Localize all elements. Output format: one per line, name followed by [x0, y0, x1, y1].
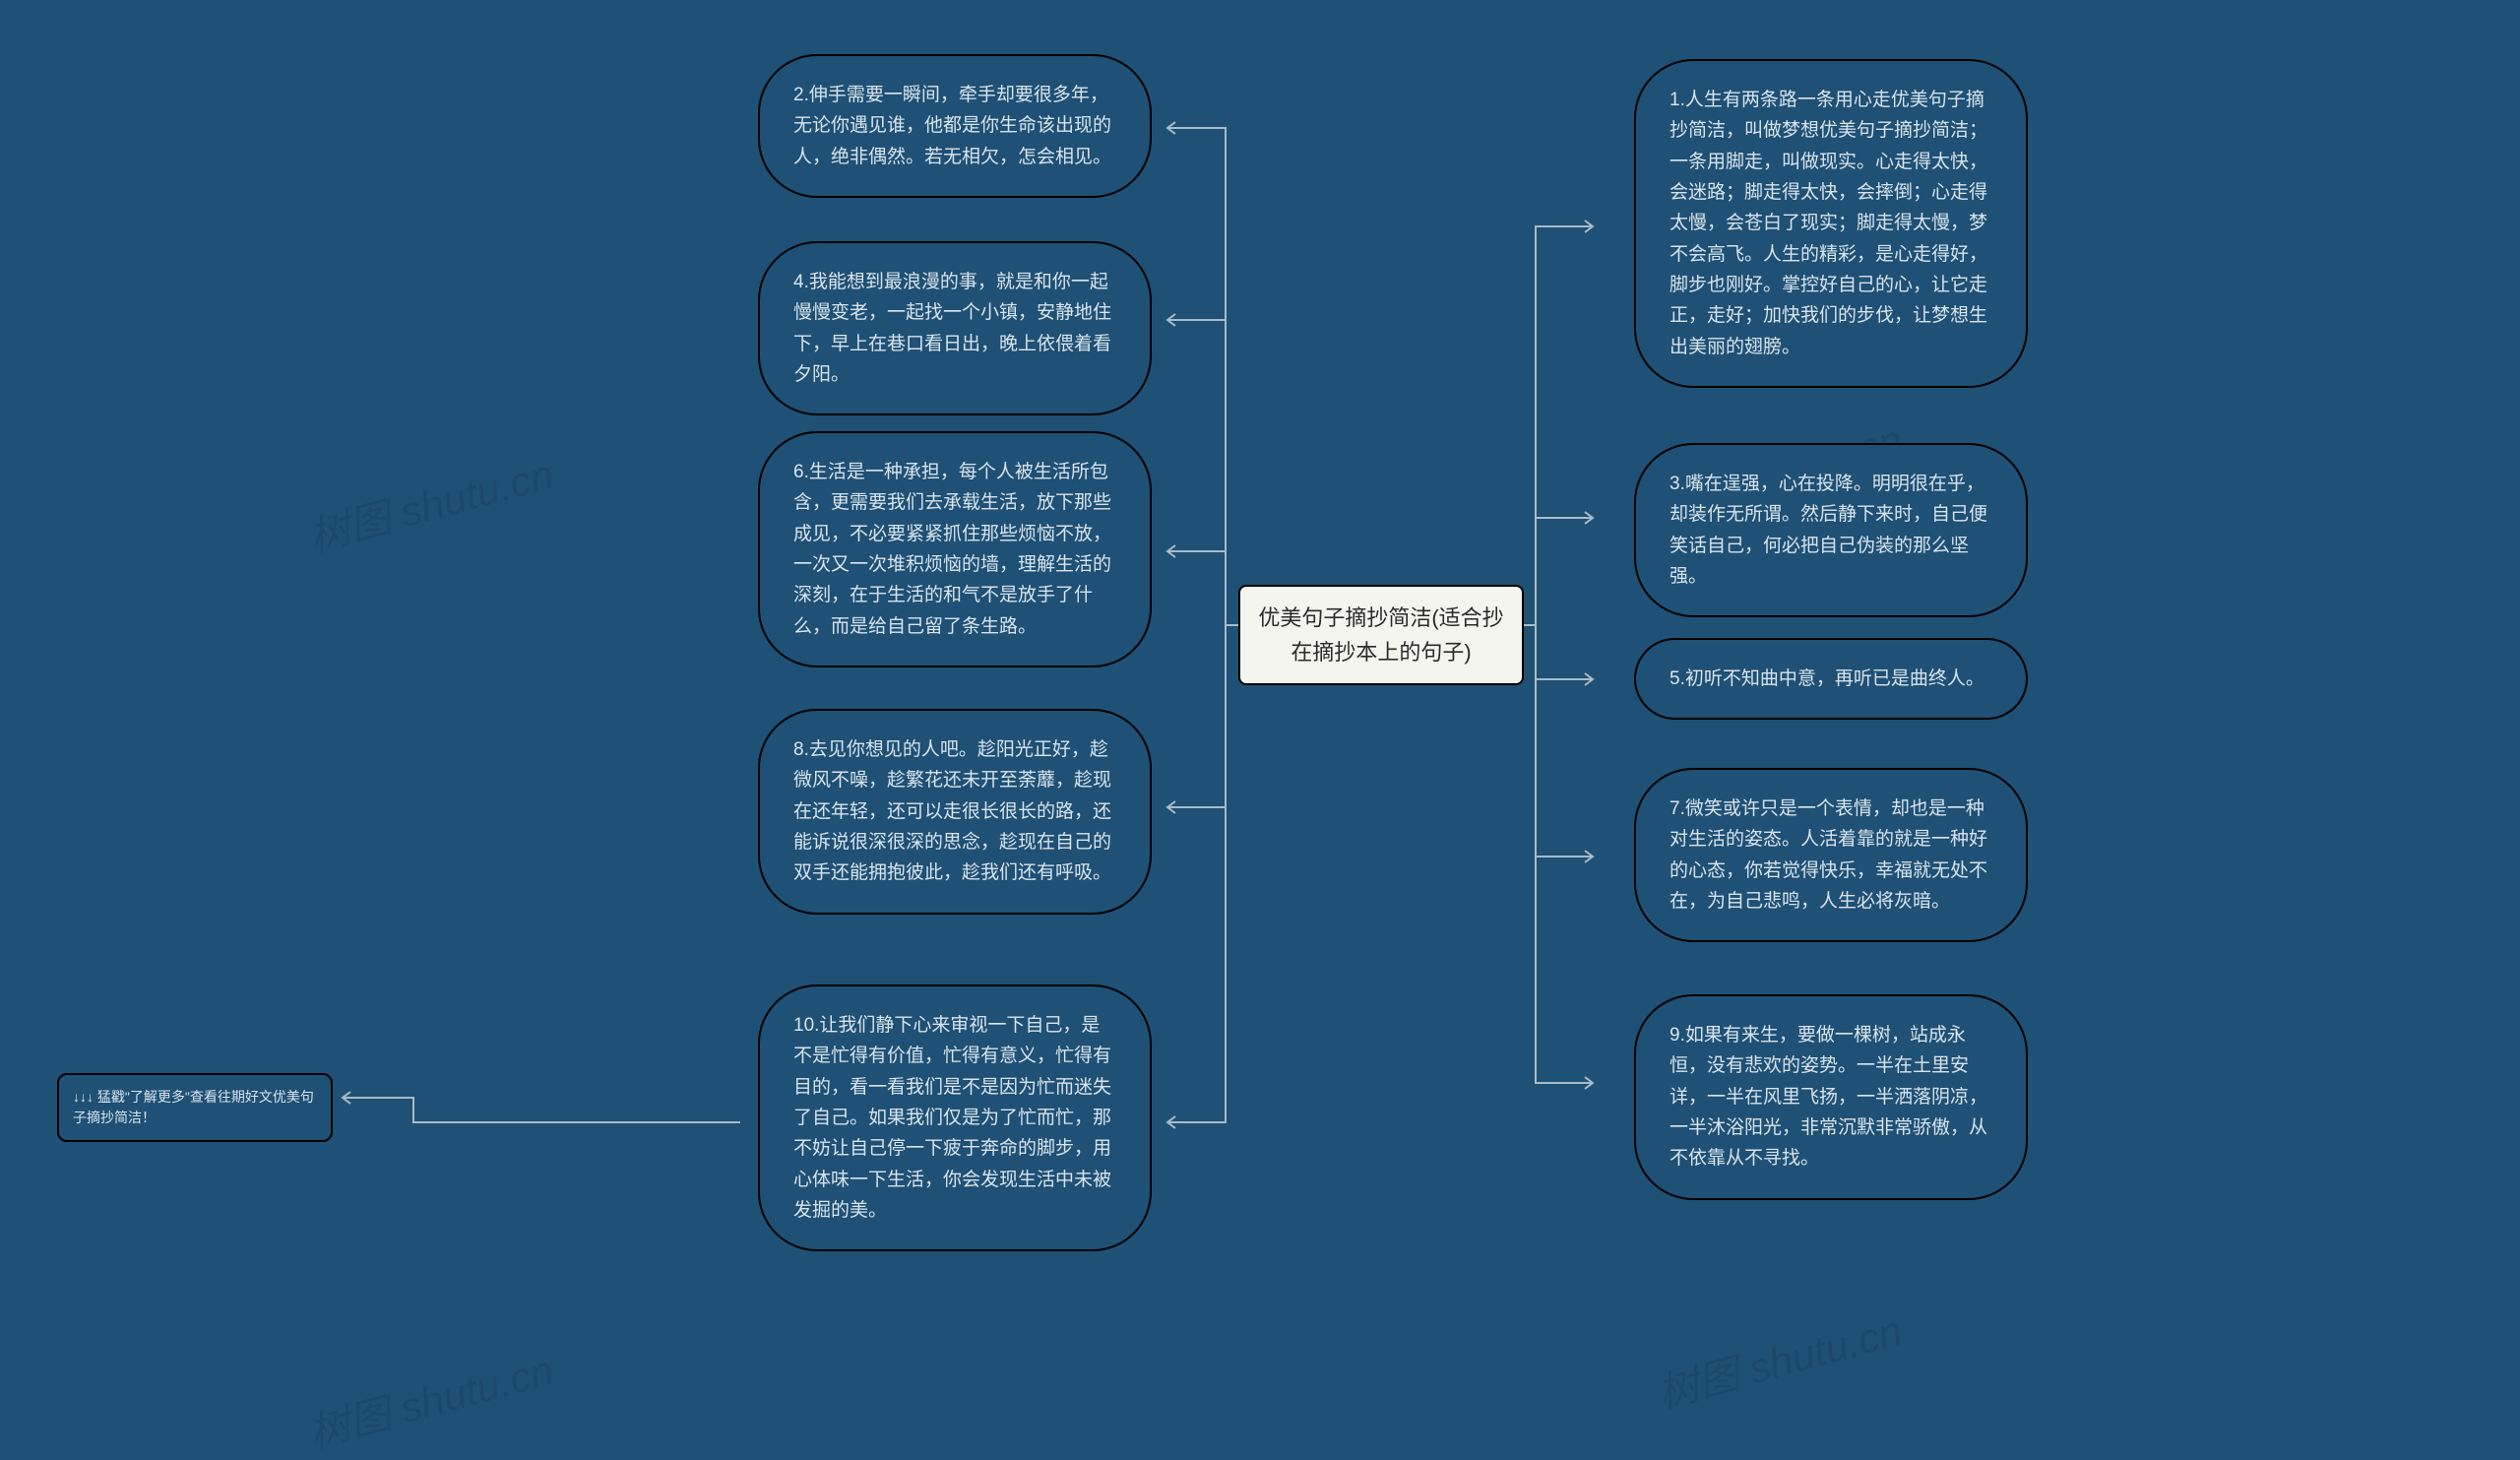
mindmap-connectors	[0, 0, 2520, 1404]
node-1[interactable]: 1.人生有两条路一条用心走优美句子摘抄简洁，叫做梦想优美句子摘抄简洁；一条用脚走…	[1634, 59, 2028, 388]
node-3[interactable]: 3.嘴在逞强，心在投降。明明很在乎，却装作无所谓。然后静下来时，自己便笑话自己，…	[1634, 443, 2028, 617]
node-text: 8.去见你想见的人吧。趁阳光正好，趁微风不噪，趁繁花还未开至荼蘼，趁现在还年轻，…	[793, 739, 1111, 883]
node-text: 9.如果有来生，要做一棵树，站成永恒，没有悲欢的姿势。一半在土里安详，一半在风里…	[1670, 1025, 1987, 1169]
footer-note[interactable]: ↓↓↓ 猛戳"了解更多"查看往期好文优美句子摘抄简洁！	[57, 1073, 333, 1142]
center-node-text: 优美句子摘抄简洁(适合抄在摘抄本上的句子)	[1258, 605, 1503, 665]
node-text: 2.伸手需要一瞬间，牵手却要很多年，无论你遇见谁，他都是你生命该出现的人，绝非偶…	[793, 85, 1111, 167]
node-5[interactable]: 5.初听不知曲中意，再听已是曲终人。	[1634, 638, 2028, 720]
node-6[interactable]: 6.生活是一种承担，每个人被生活所包含，更需要我们去承载生活，放下那些成见，不必…	[758, 431, 1152, 667]
node-text: 7.微笑或许只是一个表情，却也是一种对生活的姿态。人活着靠的就是一种好的心态，你…	[1670, 798, 1987, 912]
footer-note-text: ↓↓↓ 猛戳"了解更多"查看往期好文优美句子摘抄简洁！	[73, 1089, 314, 1125]
node-4[interactable]: 4.我能想到最浪漫的事，就是和你一起慢慢变老，一起找一个小镇，安静地住下，早上在…	[758, 241, 1152, 415]
center-node[interactable]: 优美句子摘抄简洁(适合抄在摘抄本上的句子)	[1238, 585, 1524, 685]
node-text: 1.人生有两条路一条用心走优美句子摘抄简洁，叫做梦想优美句子摘抄简洁；一条用脚走…	[1670, 90, 1987, 357]
node-text: 3.嘴在逞强，心在投降。明明很在乎，却装作无所谓。然后静下来时，自己便笑话自己，…	[1670, 474, 1987, 587]
watermark: 树图 shutu.cn	[301, 441, 559, 564]
watermark: 树图 shutu.cn	[1650, 1298, 1908, 1421]
node-2[interactable]: 2.伸手需要一瞬间，牵手却要很多年，无论你遇见谁，他都是你生命该出现的人，绝非偶…	[758, 54, 1152, 198]
watermark: 树图 shutu.cn	[301, 1337, 559, 1460]
node-9[interactable]: 9.如果有来生，要做一棵树，站成永恒，没有悲欢的姿势。一半在土里安详，一半在风里…	[1634, 994, 2028, 1200]
node-10[interactable]: 10.让我们静下心来审视一下自己，是不是忙得有价值，忙得有意义，忙得有目的，看一…	[758, 984, 1152, 1251]
node-text: 4.我能想到最浪漫的事，就是和你一起慢慢变老，一起找一个小镇，安静地住下，早上在…	[793, 272, 1111, 385]
node-text: 5.初听不知曲中意，再听已是曲终人。	[1670, 668, 1984, 689]
node-text: 6.生活是一种承担，每个人被生活所包含，更需要我们去承载生活，放下那些成见，不必…	[793, 462, 1111, 637]
node-7[interactable]: 7.微笑或许只是一个表情，却也是一种对生活的姿态。人活着靠的就是一种好的心态，你…	[1634, 768, 2028, 942]
node-text: 10.让我们静下心来审视一下自己，是不是忙得有价值，忙得有意义，忙得有目的，看一…	[793, 1015, 1111, 1221]
node-8[interactable]: 8.去见你想见的人吧。趁阳光正好，趁微风不噪，趁繁花还未开至荼蘼，趁现在还年轻，…	[758, 709, 1152, 915]
